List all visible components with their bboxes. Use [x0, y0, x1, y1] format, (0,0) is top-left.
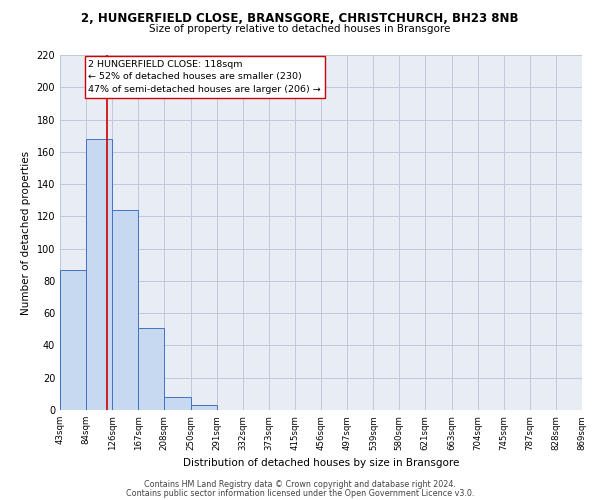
Text: Size of property relative to detached houses in Bransgore: Size of property relative to detached ho…: [149, 24, 451, 34]
Text: Contains HM Land Registry data © Crown copyright and database right 2024.: Contains HM Land Registry data © Crown c…: [144, 480, 456, 489]
Bar: [191, 405, 217, 410]
Text: 2 HUNGERFIELD CLOSE: 118sqm
← 52% of detached houses are smaller (230)
47% of se: 2 HUNGERFIELD CLOSE: 118sqm ← 52% of det…: [88, 60, 321, 94]
Text: 2, HUNGERFIELD CLOSE, BRANSGORE, CHRISTCHURCH, BH23 8NB: 2, HUNGERFIELD CLOSE, BRANSGORE, CHRISTC…: [81, 12, 519, 24]
Bar: [112, 210, 139, 410]
Bar: [60, 270, 86, 410]
Bar: [164, 397, 191, 410]
Text: Contains public sector information licensed under the Open Government Licence v3: Contains public sector information licen…: [126, 488, 474, 498]
X-axis label: Distribution of detached houses by size in Bransgore: Distribution of detached houses by size …: [183, 458, 459, 468]
Y-axis label: Number of detached properties: Number of detached properties: [21, 150, 31, 314]
Bar: [86, 139, 112, 410]
Bar: [139, 328, 164, 410]
